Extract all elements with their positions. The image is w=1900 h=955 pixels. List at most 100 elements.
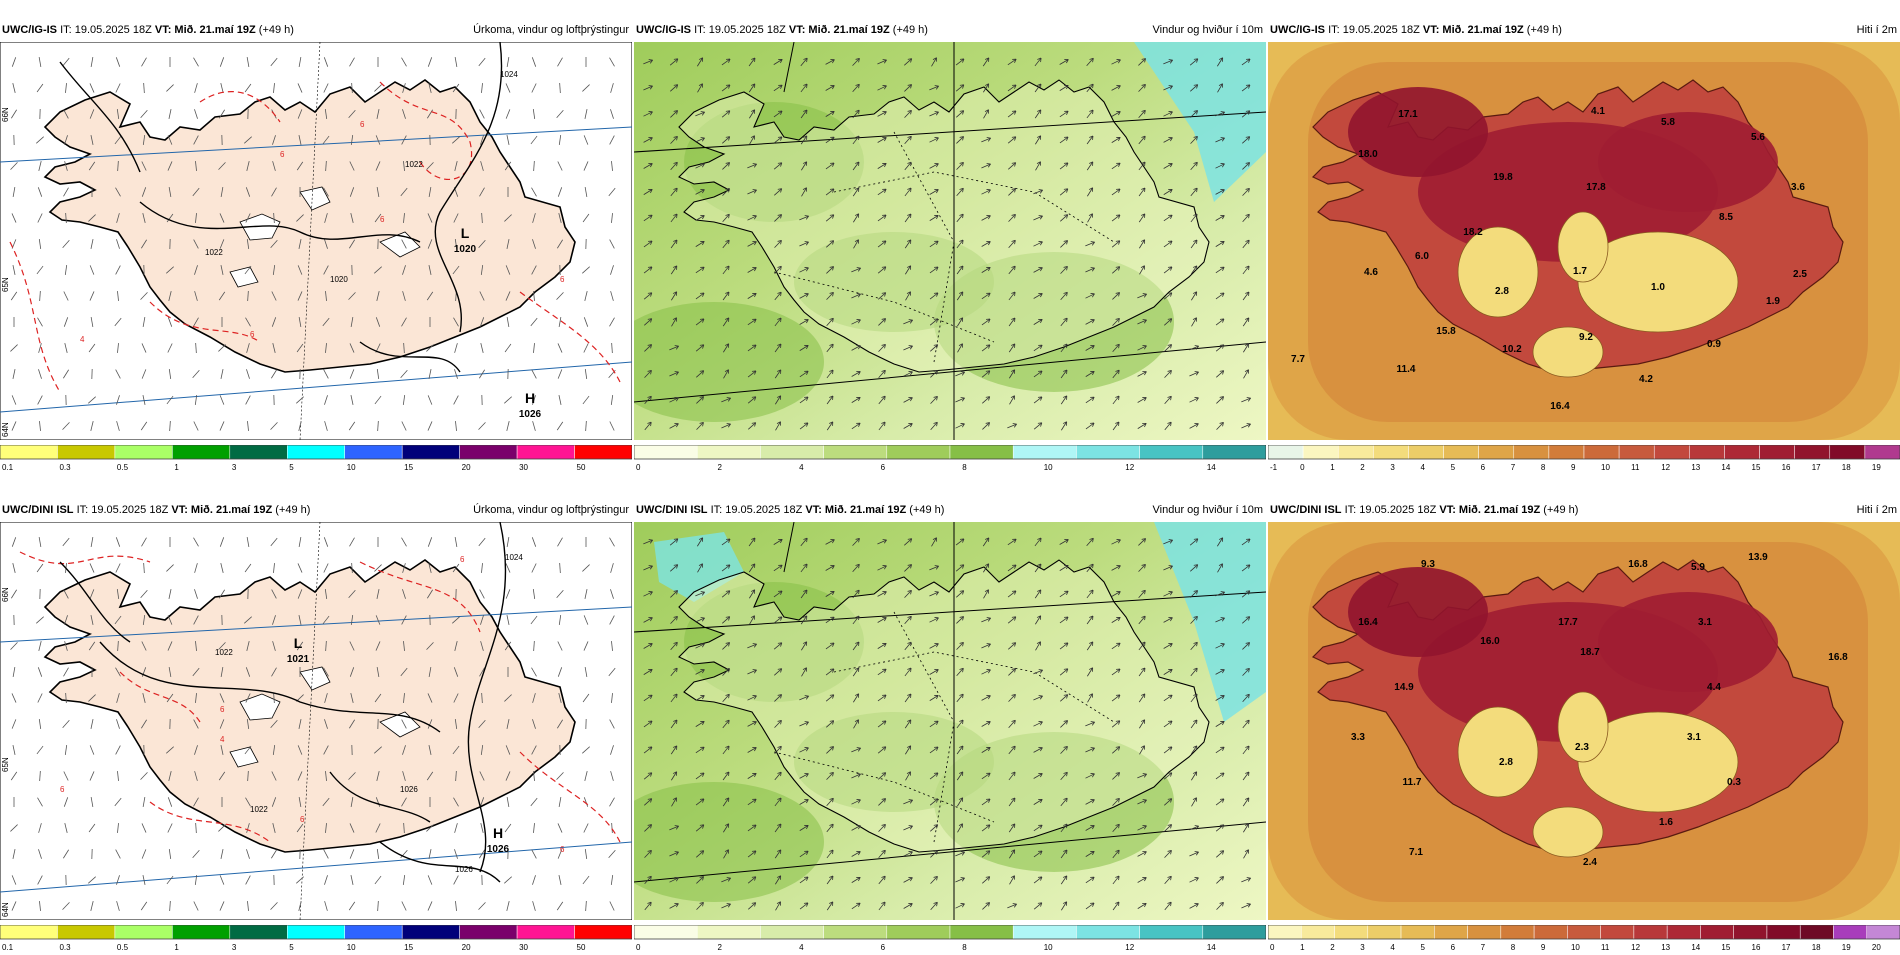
colorbar-swatch (1501, 925, 1534, 939)
colorbar-tick-label: 0.1 (2, 943, 14, 952)
colorbar-swatch (345, 925, 402, 939)
colorbar-swatch (1203, 445, 1266, 459)
colorbar-tick-label: 0.3 (59, 463, 71, 472)
svg-text:1020: 1020 (454, 244, 477, 255)
init-time: IT: 19.05.2025 18Z (694, 24, 786, 36)
temperature-label: 2.3 (1575, 742, 1589, 753)
panel-dini-wind: UWC/DINI ISL IT: 19.05.2025 18Z VT: Mið.… (634, 500, 1266, 955)
colorbar-tick-label: 8 (1541, 463, 1546, 472)
colorbar-swatch (1338, 445, 1373, 459)
colorbar-swatch (887, 925, 950, 939)
colorbar-swatch (824, 925, 887, 939)
colorbar-swatch (950, 445, 1013, 459)
panel-header: UWC/IG-IS IT: 19.05.2025 18Z VT: Mið. 21… (634, 20, 1266, 42)
colorbar-tick-label: 14 (1721, 463, 1730, 472)
colorbar-tick-label: 18 (1842, 463, 1851, 472)
colorbar-tick-label: 8 (962, 943, 967, 952)
colorbar-swatch (1013, 925, 1076, 939)
latitude-label: 66N (1, 107, 10, 122)
colorbar-tick-label: 16 (1782, 463, 1791, 472)
lead-time: (+49 h) (275, 504, 310, 516)
init-time: IT: 19.05.2025 18Z (711, 504, 803, 516)
colorbar-swatch (115, 925, 172, 939)
temperature-label: 6.0 (1415, 251, 1429, 262)
svg-text:L: L (294, 635, 303, 651)
colorbar-swatch (1303, 445, 1338, 459)
temperature-label: 5.8 (1661, 117, 1675, 128)
colorbar-swatch (1268, 445, 1303, 459)
colorbar-tick-label: 16 (1752, 943, 1761, 952)
colorbar-swatch (0, 445, 57, 459)
warm-area (1348, 567, 1488, 657)
colorbar-swatch (1479, 445, 1514, 459)
panel-dini-temp: UWC/DINI ISL IT: 19.05.2025 18Z VT: Mið.… (1268, 500, 1900, 955)
colorbar-tick-label: 18 (1812, 943, 1821, 952)
colorbar-tick-label: 5 (289, 943, 294, 952)
panel-title: Úrkoma, vindur og loftþrýstingur (473, 500, 629, 520)
panel-ig-wind: UWC/IG-IS IT: 19.05.2025 18Z VT: Mið. 21… (634, 20, 1266, 475)
colorbar-tick-label: 8 (962, 463, 967, 472)
isobar-label: 1020 (330, 275, 348, 284)
temperature-label: 0.3 (1727, 777, 1741, 788)
colorbar-tick-label: 2 (718, 463, 723, 472)
colorbar-swatch (1795, 445, 1830, 459)
colorbar-swatch (1584, 445, 1619, 459)
colorbar-swatch (1140, 445, 1203, 459)
colorbar-swatch (1301, 925, 1334, 939)
panel-dini-precip: UWC/DINI ISL IT: 19.05.2025 18Z VT: Mið.… (0, 500, 632, 955)
colorbar-tick-label: 19 (1872, 463, 1881, 472)
colorbar-tick-label: 30 (519, 463, 528, 472)
temperature-label: 18.7 (1580, 647, 1600, 658)
colorbar-swatch (1401, 925, 1434, 939)
panel-header: UWC/IG-IS IT: 19.05.2025 18Z VT: Mið. 21… (0, 20, 632, 42)
temperature-map[interactable]: 17.118.04.15.85.63.619.817.88.518.26.04.… (1268, 42, 1900, 440)
model-name: UWC/IG-IS (636, 24, 691, 36)
colorbar-swatch (1076, 925, 1139, 939)
wind-map[interactable] (634, 522, 1266, 920)
colorbar-tick-label: 1 (1300, 943, 1305, 952)
init-time: IT: 19.05.2025 18Z (1345, 504, 1437, 516)
temperature-label: 7.1 (1409, 847, 1423, 858)
colorbar-tick-label: 2 (1360, 463, 1365, 472)
lead-time: (+49 h) (1543, 504, 1578, 516)
colorbar-tick-label: 12 (1125, 943, 1134, 952)
panel-ig-precip: UWC/IG-IS IT: 19.05.2025 18Z VT: Mið. 21… (0, 20, 632, 475)
colorbar-swatch (1689, 445, 1724, 459)
precip-map[interactable]: 10221024102210261026666664L1021H102666N6… (0, 522, 632, 920)
colorbar-swatch (57, 925, 114, 939)
colorbar-tick-label: 0.1 (2, 463, 14, 472)
temperature-label: 9.3 (1421, 559, 1435, 570)
panel-ig-temp: UWC/IG-IS IT: 19.05.2025 18Z VT: Mið. 21… (1268, 20, 1900, 475)
colorbar-swatch (230, 445, 287, 459)
temperature-label: 5.6 (1751, 132, 1765, 143)
lead-time: (+49 h) (259, 24, 294, 36)
warm-area (1598, 112, 1778, 212)
colorbar-swatch (1140, 925, 1203, 939)
colorbar-swatch (1830, 445, 1865, 459)
colorbar-swatch (1434, 925, 1467, 939)
colorbar-swatch (1549, 445, 1584, 459)
colorbar-tick-label: 0 (636, 463, 641, 472)
temperature-label: 2.4 (1583, 857, 1597, 868)
precip-contour-label: 6 (560, 845, 565, 854)
colorbar-swatch (1514, 445, 1549, 459)
colorbar-tick-label: 0.3 (59, 943, 71, 952)
temperature-label: 3.6 (1791, 182, 1805, 193)
precip-contour-label: 6 (300, 815, 305, 824)
colorbar-swatch (345, 445, 402, 459)
colorbar-swatch (1634, 925, 1667, 939)
precip-contour-label: 6 (460, 555, 465, 564)
precip-map[interactable]: 1022102210241020666664L1020H102666N65N64… (0, 42, 632, 440)
precip-contour-label: 6 (360, 120, 365, 129)
colorbar-tick-label: 15 (404, 463, 413, 472)
temperature-label: 14.9 (1394, 682, 1414, 693)
wind-map[interactable] (634, 42, 1266, 440)
colorbar-swatch (57, 445, 114, 459)
temperature-label: 16.8 (1828, 652, 1848, 663)
